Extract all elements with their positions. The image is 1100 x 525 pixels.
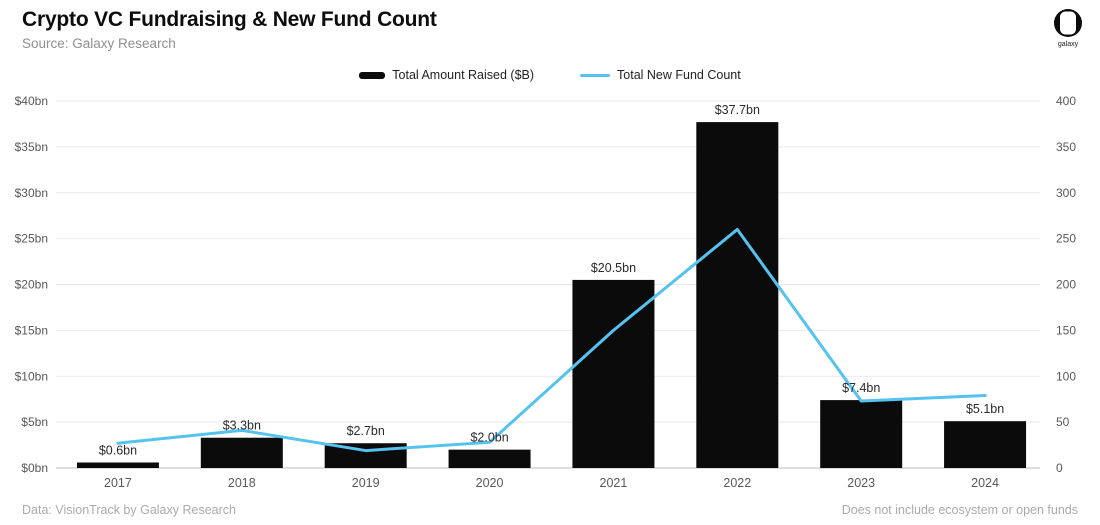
right-tick-label: 0	[1056, 461, 1063, 475]
fund-count-line	[116, 227, 987, 453]
right-tick-label: 250	[1056, 232, 1076, 246]
bar-value-label: $5.1bn	[966, 402, 1004, 416]
bar-value-label: $37.7bn	[715, 103, 760, 117]
bar-value-labels: $0.6bn $3.3bn $2.7bn $2.0bn $20.5bn $37.7bn $7…	[99, 103, 1004, 457]
left-tick-label: $15bn	[15, 323, 48, 337]
x-tick-label: 2022	[723, 476, 751, 490]
bar-2017	[76, 462, 159, 468]
left-tick-label: $30bn	[15, 186, 48, 200]
bar-2022	[696, 122, 779, 468]
x-tick-label: 2021	[600, 476, 628, 490]
x-tick-label: 2020	[476, 476, 504, 490]
x-axis-labels: 2017 2018 2019 2020 2021 2022 2023 2024	[104, 476, 999, 490]
bar-value-label: $0.6bn	[99, 443, 137, 457]
left-tick-label: $35bn	[15, 140, 48, 154]
legend-item-fund-count: Total New Fund Count	[580, 68, 741, 82]
left-tick-label: $40bn	[15, 94, 48, 108]
right-tick-label: 150	[1056, 323, 1076, 337]
x-tick-label: 2018	[228, 476, 256, 490]
right-tick-label: 300	[1056, 186, 1076, 200]
bar-value-label: $7.4bn	[842, 381, 880, 395]
right-axis-ticks: 0 50 100 150 200 250 300 350 400	[1056, 94, 1076, 475]
chart-area: $0bn $5bn $10bn $15bn $20bn $25bn $30bn $35bn $4…	[0, 86, 1100, 496]
footer-disclaimer: Does not include ecosystem or open funds	[841, 503, 1078, 517]
page-subtitle: Source: Galaxy Research	[22, 36, 176, 51]
left-tick-label: $25bn	[15, 232, 48, 246]
legend-item-amount-raised: Total Amount Raised ($B)	[359, 68, 534, 82]
bar-value-label: $20.5bn	[591, 261, 636, 275]
line-swatch-icon	[580, 73, 611, 77]
right-tick-label: 400	[1056, 94, 1076, 108]
bar-swatch-icon	[359, 71, 386, 79]
bar-value-label: $3.3bn	[223, 419, 261, 433]
bar-value-label: $2.7bn	[347, 424, 385, 438]
legend-label-amount-raised: Total Amount Raised ($B)	[392, 68, 535, 82]
legend-label-fund-count: Total New Fund Count	[617, 68, 741, 82]
right-tick-label: 350	[1056, 140, 1076, 154]
galaxy-logo-icon: galaxy	[1054, 9, 1082, 48]
page-title: Crypto VC Fundraising & New Fund Count	[22, 8, 437, 31]
bar-2021	[572, 279, 655, 468]
right-tick-label: 50	[1056, 415, 1070, 429]
footer-data-source: Data: VisionTrack by Galaxy Research	[22, 503, 236, 517]
right-tick-label: 200	[1056, 278, 1076, 292]
left-tick-label: $10bn	[15, 369, 48, 383]
left-tick-label: $0bn	[21, 461, 48, 475]
x-tick-label: 2017	[104, 476, 132, 490]
bar-value-label: $2.0bn	[470, 431, 508, 445]
galaxy-logo: galaxy	[1046, 8, 1090, 52]
bar-2023	[820, 400, 903, 468]
chart-legend: Total Amount Raised ($B) Total New Fund …	[0, 68, 1100, 82]
left-tick-label: $5bn	[21, 415, 48, 429]
x-tick-label: 2019	[352, 476, 380, 490]
left-axis-ticks: $0bn $5bn $10bn $15bn $20bn $25bn $30bn $35bn $4…	[15, 94, 48, 475]
chart-canvas: $0bn $5bn $10bn $15bn $20bn $25bn $30bn $35bn $4…	[15, 94, 1077, 490]
right-tick-label: 100	[1056, 369, 1076, 383]
left-tick-label: $20bn	[15, 278, 48, 292]
bars-group	[76, 122, 1027, 468]
bar-2024	[944, 421, 1027, 468]
x-tick-label: 2024	[971, 476, 999, 490]
bar-2020	[448, 449, 531, 468]
galaxy-logo-text: galaxy	[1058, 41, 1079, 48]
gridlines	[56, 100, 1040, 469]
x-tick-label: 2023	[847, 476, 875, 490]
bar-2018	[200, 437, 283, 468]
